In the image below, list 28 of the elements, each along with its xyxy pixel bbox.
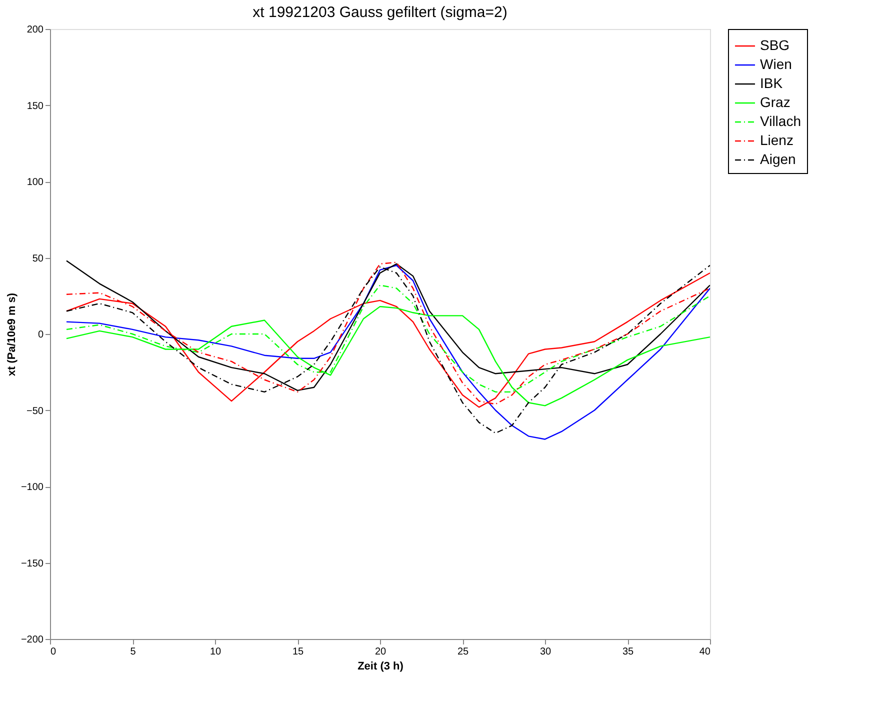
y-tick-label: 0 [38, 330, 44, 340]
x-tick-label: 0 [50, 646, 56, 658]
legend-label: Wien [760, 56, 792, 72]
x-tick-label: 5 [130, 646, 136, 658]
legend-label: SBG [760, 37, 790, 53]
x-tick-label: 20 [374, 646, 386, 658]
y-axis-title: xt (Pa/10e9 m s) [6, 292, 18, 376]
legend-label: Aigen [760, 151, 796, 167]
x-tick-label: 25 [457, 646, 469, 658]
y-tick-label: 100 [26, 177, 44, 188]
x-axis-title: Zeit (3 h) [358, 660, 404, 672]
y-tick-label: −200 [20, 634, 44, 646]
legend-label: IBK [760, 75, 784, 91]
chart-title: xt 19921203 Gauss gefiltert (sigma=2) [252, 4, 508, 21]
legend-label: Graz [760, 94, 790, 110]
x-tick-label: 35 [622, 646, 634, 658]
x-tick-label: 30 [540, 646, 552, 658]
x-tick-label: 10 [210, 646, 222, 658]
legend-label: Villach [760, 113, 801, 129]
y-tick-label: 150 [26, 100, 44, 112]
y-tick-label: 200 [26, 24, 44, 36]
x-tick-label: 15 [292, 646, 304, 658]
y-tick-label: −150 [20, 558, 44, 570]
y-tick-label: 50 [32, 253, 44, 264]
legend-label: Lienz [760, 132, 794, 148]
y-tick-label: −50 [26, 406, 44, 417]
y-tick-label: −100 [20, 482, 44, 493]
x-tick-label: 40 [699, 646, 711, 658]
